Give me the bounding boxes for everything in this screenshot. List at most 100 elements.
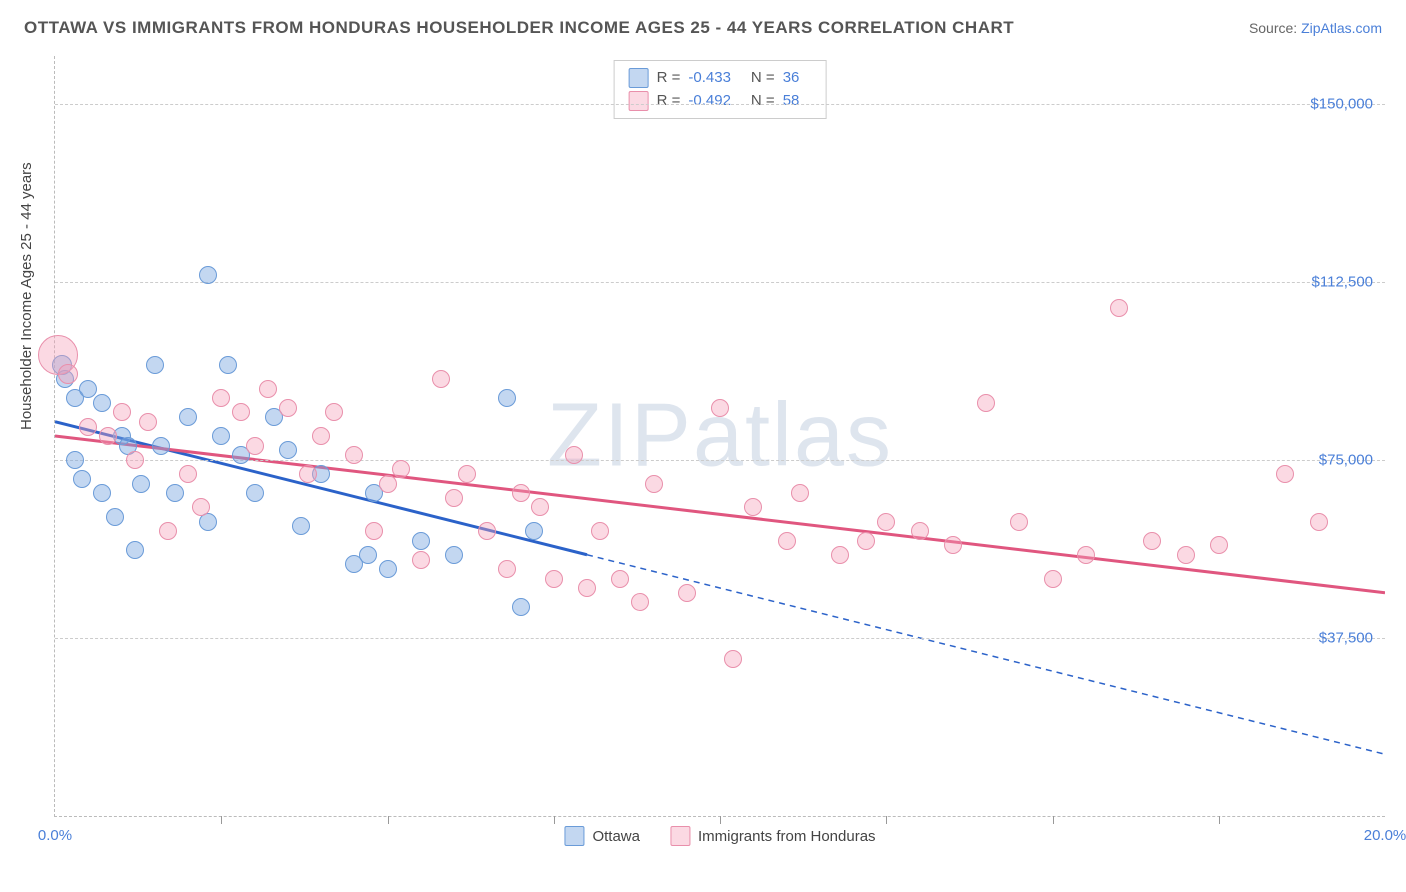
data-point-honduras (498, 560, 516, 578)
data-point-honduras (179, 465, 197, 483)
data-point-honduras (379, 475, 397, 493)
data-point-honduras (345, 446, 363, 464)
legend-swatch-ottawa (564, 826, 584, 846)
legend-label-honduras: Immigrants from Honduras (698, 828, 876, 845)
n-label: N = (751, 67, 775, 90)
y-axis-label: Householder Income Ages 25 - 44 years (18, 162, 35, 430)
stats-row-honduras: R = -0.492 N = 58 (629, 90, 812, 113)
data-point-ottawa (199, 266, 217, 284)
data-point-ottawa (93, 484, 111, 502)
data-point-ottawa (179, 408, 197, 426)
data-point-honduras (159, 522, 177, 540)
y-tick-label: $37,500 (1319, 629, 1373, 646)
data-point-ottawa (212, 427, 230, 445)
data-point-honduras (113, 403, 131, 421)
data-point-ottawa (152, 437, 170, 455)
data-point-honduras (944, 536, 962, 554)
data-point-ottawa (146, 356, 164, 374)
gridline (55, 282, 1385, 283)
data-point-honduras (458, 465, 476, 483)
r-value-honduras: -0.492 (688, 90, 731, 113)
data-point-honduras (432, 370, 450, 388)
x-tick (1053, 816, 1054, 824)
data-point-honduras (591, 522, 609, 540)
data-point-honduras (831, 546, 849, 564)
swatch-ottawa (629, 68, 649, 88)
data-point-ottawa (379, 560, 397, 578)
data-point-honduras (1077, 546, 1095, 564)
data-point-honduras (365, 522, 383, 540)
data-point-honduras (1143, 532, 1161, 550)
legend-label-ottawa: Ottawa (592, 828, 640, 845)
data-point-honduras (744, 498, 762, 516)
data-point-honduras (246, 437, 264, 455)
data-point-ottawa (279, 441, 297, 459)
data-point-honduras (531, 498, 549, 516)
swatch-honduras (629, 91, 649, 111)
n-label: N = (751, 90, 775, 113)
data-point-honduras (79, 418, 97, 436)
data-point-honduras (1177, 546, 1195, 564)
data-point-honduras (778, 532, 796, 550)
data-point-honduras (192, 498, 210, 516)
data-point-honduras (678, 584, 696, 602)
r-label: R = (657, 90, 681, 113)
data-point-ottawa (525, 522, 543, 540)
data-point-honduras (259, 380, 277, 398)
data-point-honduras (857, 532, 875, 550)
r-value-ottawa: -0.433 (688, 67, 731, 90)
data-point-honduras (1310, 513, 1328, 531)
data-point-honduras (911, 522, 929, 540)
source-link[interactable]: ZipAtlas.com (1301, 20, 1382, 36)
data-point-ottawa (106, 508, 124, 526)
data-point-honduras (631, 593, 649, 611)
data-point-honduras (565, 446, 583, 464)
data-point-honduras (412, 551, 430, 569)
gridline (55, 104, 1385, 105)
gridline (55, 460, 1385, 461)
data-point-honduras (611, 570, 629, 588)
data-point-ottawa (93, 394, 111, 412)
data-point-honduras (325, 403, 343, 421)
y-tick-label: $75,000 (1319, 451, 1373, 468)
data-point-honduras (139, 413, 157, 431)
x-tick-label: 0.0% (38, 827, 72, 844)
data-point-honduras (58, 364, 78, 384)
data-point-honduras (478, 522, 496, 540)
data-point-honduras (279, 399, 297, 417)
data-point-ottawa (73, 470, 91, 488)
data-point-honduras (512, 484, 530, 502)
data-point-honduras (212, 389, 230, 407)
data-point-honduras (578, 579, 596, 597)
data-point-honduras (791, 484, 809, 502)
x-tick (1219, 816, 1220, 824)
source-attribution: Source: ZipAtlas.com (1249, 20, 1382, 36)
x-tick (554, 816, 555, 824)
n-value-ottawa: 36 (783, 67, 800, 90)
x-tick (388, 816, 389, 824)
data-point-ottawa (445, 546, 463, 564)
n-value-honduras: 58 (783, 90, 800, 113)
data-point-ottawa (412, 532, 430, 550)
data-point-honduras (877, 513, 895, 531)
data-point-ottawa (166, 484, 184, 502)
data-point-honduras (1110, 299, 1128, 317)
data-point-honduras (724, 650, 742, 668)
data-point-ottawa (132, 475, 150, 493)
data-point-ottawa (512, 598, 530, 616)
source-label: Source: (1249, 20, 1297, 36)
data-point-honduras (1044, 570, 1062, 588)
stats-box: R = -0.433 N = 36 R = -0.492 N = 58 (614, 60, 827, 119)
data-point-honduras (445, 489, 463, 507)
data-point-ottawa (219, 356, 237, 374)
x-tick (886, 816, 887, 824)
scatter-chart: ZIPatlas R = -0.433 N = 36 R = -0.492 N … (54, 56, 1385, 817)
r-label: R = (657, 67, 681, 90)
data-point-honduras (1276, 465, 1294, 483)
y-tick-label: $112,500 (1312, 273, 1373, 290)
data-point-honduras (392, 460, 410, 478)
data-point-honduras (299, 465, 317, 483)
x-tick (221, 816, 222, 824)
data-point-ottawa (292, 517, 310, 535)
x-tick (720, 816, 721, 824)
